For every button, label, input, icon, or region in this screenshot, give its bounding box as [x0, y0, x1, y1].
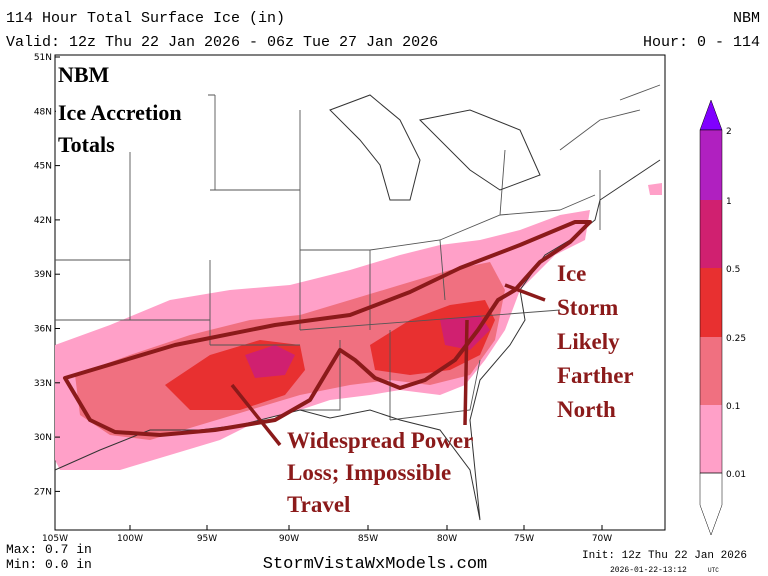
lon-label: 75W [514, 534, 534, 544]
annotation-line: Travel [287, 492, 350, 517]
cb-swatch [700, 130, 722, 200]
annotation-line: North [557, 397, 616, 422]
colorbar-label: 1 [726, 197, 732, 207]
colorbar-label: 0.5 [726, 265, 740, 275]
model: NBM [733, 10, 760, 27]
ice-magenta-east [440, 315, 490, 350]
colorbar: 2 1 0.5 0.25 0.1 0.01 [699, 99, 746, 536]
hours: Hour: 0 - 114 [643, 34, 760, 51]
arrows [230, 283, 546, 447]
annotation-line: Ice [557, 261, 586, 286]
annotation-line: Storm [557, 295, 618, 320]
cb-frame [699, 129, 723, 474]
cb-top [699, 99, 723, 131]
stamp: 2026-01-22-13:12 [610, 566, 687, 575]
min: Min: 0.0 in [6, 557, 92, 572]
annotation-line: Loss; Impossible [287, 460, 451, 485]
colorbar-label: 0.25 [726, 334, 746, 344]
cb-swatch [700, 200, 722, 268]
lat-label: 45N [34, 162, 52, 172]
max: Max: 0.7 in [6, 542, 92, 557]
cb-swatch [700, 268, 722, 337]
lon-label: 85W [358, 534, 378, 544]
cb-swatch [700, 337, 722, 405]
box-line: NBM [58, 62, 110, 87]
cb-swatch [700, 405, 722, 473]
stamp-unit: UTC [708, 567, 719, 574]
valid: Valid: 12z Thu 22 Jan 2026 - 06z Tue 27 … [6, 34, 438, 51]
lon-label: 90W [279, 534, 299, 544]
annotation-line: Farther [557, 363, 634, 388]
lon-label: 70W [592, 534, 612, 544]
ice-magenta-west [245, 345, 295, 378]
lat-label: 48N [34, 107, 52, 117]
lon-label: 100W [117, 534, 143, 544]
colorbar-label: 0.01 [726, 470, 746, 480]
ice-shading [55, 183, 662, 470]
cb-bottom [699, 472, 723, 536]
lat-label: 27N [34, 487, 52, 497]
box-line: Ice Accretion [58, 100, 182, 125]
lat-labels: 51N 48N 45N 42N 39N 36N 33N 30N 27N [34, 53, 60, 497]
map: 51N 48N 45N 42N 39N 36N 33N 30N 27N 105W 100W 95W 9… [34, 53, 666, 544]
title: 114 Hour Total Surface Ice (in) [6, 10, 285, 27]
lat-label: 42N [34, 216, 52, 226]
lat-label: 33N [34, 379, 52, 389]
colorbar-label: 2 [726, 127, 732, 137]
lat-label: 39N [34, 270, 52, 280]
init: Init: 12z Thu 22 Jan 2026 [582, 550, 747, 562]
site: StormVistaWxModels.com [263, 555, 487, 574]
lat-label: 51N [34, 53, 52, 63]
great-lakes [329, 94, 541, 201]
lat-label: 36N [34, 325, 52, 335]
annotation-line: Likely [557, 329, 620, 354]
annotation-line: Widespread Power [287, 428, 473, 453]
lon-label: 95W [197, 534, 217, 544]
colorbar-label: 0.1 [726, 402, 740, 412]
lon-label: 80W [437, 534, 457, 544]
lat-label: 30N [34, 433, 52, 443]
ice-pink-ne [648, 183, 662, 195]
title-box [56, 62, 208, 152]
lon-labels: 105W 100W 95W 90W 85W 80W 75W 70W [42, 525, 612, 544]
box-line: Totals [58, 132, 115, 157]
lon-label: 105W [42, 534, 68, 544]
